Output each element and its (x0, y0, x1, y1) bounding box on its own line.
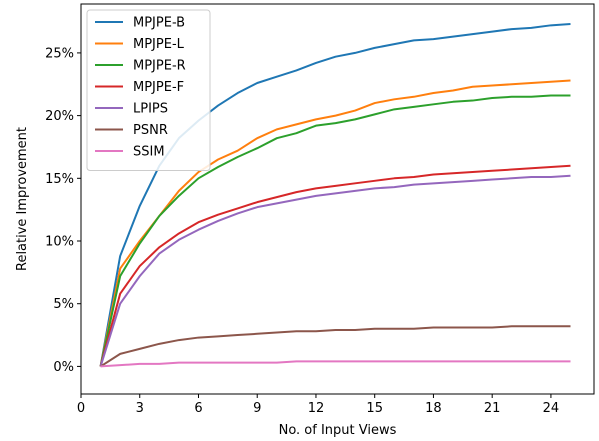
x-tick-label: 3 (136, 401, 144, 416)
x-tick-label: 9 (253, 401, 261, 416)
plot-frame (80, 3, 595, 395)
x-tick-label: 0 (77, 401, 85, 416)
plot-lines (99, 23, 571, 368)
legend-label: MPJPE-R (133, 59, 186, 74)
y-tick-label: 0% (53, 360, 74, 375)
legend-label: MPJPE-F (133, 80, 184, 95)
x-tick-label: 6 (194, 401, 202, 416)
series-line-mpjpe-f (99, 164, 571, 367)
x-axis-label: No. of Input Views (279, 423, 397, 438)
y-tick-label: 15% (45, 172, 74, 187)
x-tick-label: 15 (366, 401, 383, 416)
x-tick-label: 21 (484, 401, 501, 416)
legend-label: MPJPE-B (133, 16, 185, 31)
y-axis-ticks: 0% 5% 10% 15% 20% 25% (45, 46, 81, 375)
series-line-lpips (99, 174, 571, 367)
legend-label: LPIPS (133, 102, 168, 117)
x-tick-label: 24 (543, 401, 560, 416)
legend-label: PSNR (133, 123, 168, 138)
series-line-mpjpe-l (99, 79, 571, 367)
legend-label: MPJPE-L (133, 37, 185, 52)
y-tick-label: 20% (45, 109, 74, 124)
y-axis-label: Relative Improvement (15, 127, 30, 271)
y-tick-label: 25% (45, 46, 74, 61)
legend: MPJPE-B MPJPE-L MPJPE-R MPJPE-F LPIPS PSNR SSI… (86, 9, 211, 171)
y-tick-label: 5% (53, 297, 74, 312)
y-tick-label: 10% (45, 235, 74, 250)
x-axis-ticks: 0 3 6 9 12 15 18 21 24 (77, 394, 559, 416)
series-line-mpjpe-r (99, 94, 571, 367)
series-line-psnr (100, 325, 571, 368)
x-tick-label: 18 (425, 401, 442, 416)
x-tick-label: 12 (308, 401, 325, 416)
legend-label: SSIM (133, 145, 165, 160)
series-line-ssim (100, 360, 571, 368)
